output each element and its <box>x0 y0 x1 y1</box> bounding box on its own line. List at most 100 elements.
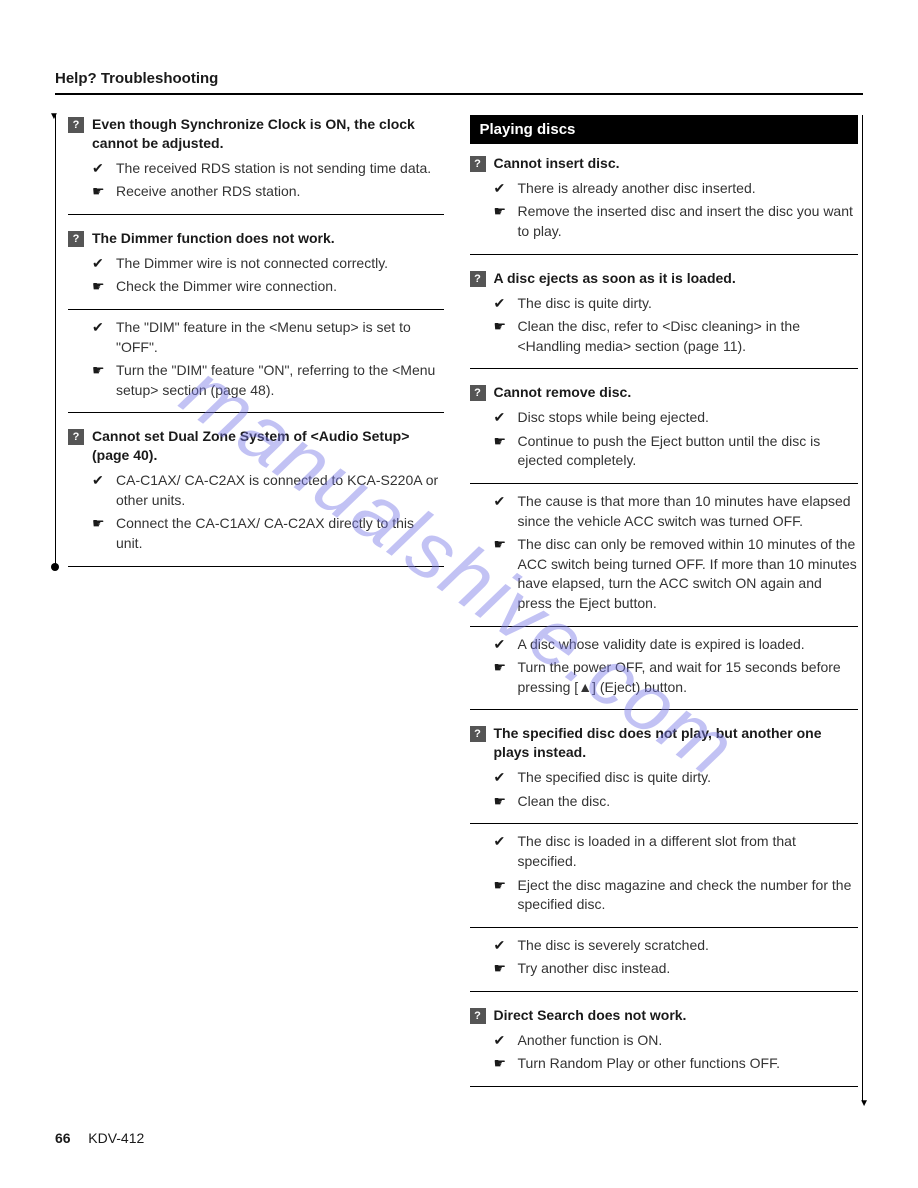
cause-text: The disc is loaded in a different slot f… <box>518 832 859 871</box>
check-icon <box>494 492 510 512</box>
check-icon <box>494 179 510 199</box>
page-header: Help? Troubleshooting <box>55 70 863 95</box>
cause-fix-group: The cause is that more than 10 minutes h… <box>470 492 859 627</box>
cause-text: The specified disc is quite dirty. <box>518 768 859 788</box>
fix-row: Try another disc instead. <box>470 959 859 979</box>
fix-row: Eject the disc magazine and check the nu… <box>470 876 859 915</box>
fix-row: The disc can only be removed within 10 m… <box>470 535 859 613</box>
issue-title-row: ? Cannot remove disc. <box>470 383 859 402</box>
issue-title-row: ? Cannot set Dual Zone System of <Audio S… <box>68 427 444 465</box>
hand-icon <box>494 535 510 555</box>
footer-sep <box>74 1130 78 1146</box>
question-icon: ? <box>470 156 486 172</box>
page-footer: 66 KDV-412 <box>55 1130 144 1146</box>
troubleshoot-issue: ? Cannot insert disc. There is already ano… <box>470 154 859 255</box>
question-icon: ? <box>68 429 84 445</box>
fix-row: Clean the disc. <box>470 792 859 812</box>
troubleshoot-issue: ?The specified disc does not play, but a… <box>470 724 859 992</box>
issue-title-row: ? Even though Synchronize Clock is ON, th… <box>68 115 444 153</box>
issue-title-row: ?A disc ejects as soon as it is loaded. <box>470 269 859 288</box>
hand-icon <box>494 202 510 222</box>
question-icon: ? <box>470 1008 486 1024</box>
cause-row: The disc is severely scratched. <box>470 936 859 956</box>
fix-text: Turn the "DIM" feature "ON", referring t… <box>116 361 444 400</box>
cause-row: The disc is quite dirty. <box>470 294 859 314</box>
check-icon <box>92 159 108 179</box>
question-icon: ? <box>470 385 486 401</box>
issue-title: The Dimmer function does not work. <box>92 229 335 248</box>
cause-fix-group: The Dimmer wire is not connected correct… <box>68 254 444 310</box>
left-column: ? Even though Synchronize Clock is ON, th… <box>55 115 444 1101</box>
fix-text: Clean the disc, refer to <Disc cleaning>… <box>518 317 859 356</box>
hand-icon <box>494 658 510 678</box>
issue-title: Cannot set Dual Zone System of <Audio Se… <box>92 427 444 465</box>
check-icon <box>494 408 510 428</box>
issue-title-row: ? Cannot insert disc. <box>470 154 859 173</box>
hand-icon <box>494 432 510 452</box>
troubleshoot-issue: ? Cannot remove disc. Disc stops while bei… <box>470 383 859 710</box>
issue-title: Cannot insert disc. <box>494 154 620 173</box>
issue-title: Even though Synchronize Clock is ON, the… <box>92 115 444 153</box>
right-column: Playing discs ?Cannot insert disc.There … <box>470 115 864 1101</box>
fix-row: Clean the disc, refer to <Disc cleaning>… <box>470 317 859 356</box>
check-icon <box>494 832 510 852</box>
cause-row: There is already another disc inserted. <box>470 179 859 199</box>
fix-text: Receive another RDS station. <box>116 182 444 202</box>
fix-text: Remove the inserted disc and insert the … <box>518 202 859 241</box>
fix-text: Check the Dimmer wire connection. <box>116 277 444 297</box>
check-icon <box>92 471 108 491</box>
columns-container: ? Even though Synchronize Clock is ON, th… <box>55 115 863 1101</box>
fix-text: Try another disc instead. <box>518 959 859 979</box>
troubleshoot-issue: ? Direct Search does not work. Another fun… <box>470 1006 859 1087</box>
cause-text: The Dimmer wire is not connected correct… <box>116 254 444 274</box>
cause-text: A disc whose validity date is expired is… <box>518 635 859 655</box>
cause-fix-group: The "DIM" feature in the <Menu setup> is… <box>68 318 444 413</box>
question-icon: ? <box>68 231 84 247</box>
cause-fix-group: The disc is loaded in a different slot f… <box>470 832 859 927</box>
troubleshoot-issue: ?A disc ejects as soon as it is loaded. T… <box>470 269 859 370</box>
fix-row: Remove the inserted disc and insert the … <box>470 202 859 241</box>
troubleshoot-issue: ? Cannot set Dual Zone System of <Audio S… <box>68 427 444 566</box>
cause-fix-group: The specified disc is quite dirty. Clean … <box>470 768 859 824</box>
fix-row: Continue to push the Eject button until … <box>470 432 859 471</box>
cause-row: The cause is that more than 10 minutes h… <box>470 492 859 531</box>
hand-icon <box>494 1054 510 1074</box>
cause-text: Disc stops while being ejected. <box>518 408 859 428</box>
cause-fix-group: Another function is ON.Turn Random Play … <box>470 1031 859 1087</box>
issue-title: Cannot remove disc. <box>494 383 632 402</box>
question-icon: ? <box>68 117 84 133</box>
cause-fix-group: Disc stops while being ejected. Continue … <box>470 408 859 484</box>
hand-icon <box>92 514 108 534</box>
hand-icon <box>494 959 510 979</box>
issue-title: Direct Search does not work. <box>494 1006 687 1025</box>
fix-row: Turn the "DIM" feature "ON", referring t… <box>68 361 444 400</box>
fix-text: Turn the power OFF, and wait for 15 seco… <box>518 658 859 697</box>
cause-text: The cause is that more than 10 minutes h… <box>518 492 859 531</box>
cause-text: The disc is severely scratched. <box>518 936 859 956</box>
fix-text: Eject the disc magazine and check the nu… <box>518 876 859 915</box>
cause-row: CA-C1AX/ CA-C2AX is connected to KCA-S22… <box>68 471 444 510</box>
issue-title-row: ? The Dimmer function does not work. <box>68 229 444 248</box>
hand-icon <box>494 792 510 812</box>
troubleshoot-issue: ? The Dimmer function does not work. The D… <box>68 229 444 413</box>
cause-row: The "DIM" feature in the <Menu setup> is… <box>68 318 444 357</box>
cause-fix-group: There is already another disc inserted. R… <box>470 179 859 255</box>
cause-row: A disc whose validity date is expired is… <box>470 635 859 655</box>
check-icon <box>494 768 510 788</box>
fix-row: Receive another RDS station. <box>68 182 444 202</box>
fix-text: Continue to push the Eject button until … <box>518 432 859 471</box>
check-icon <box>494 1031 510 1051</box>
fix-text: Clean the disc. <box>518 792 859 812</box>
fix-row: Connect the CA-C1AX/ CA-C2AX directly to… <box>68 514 444 553</box>
hand-icon <box>494 317 510 337</box>
issue-title-row: ? Direct Search does not work. <box>470 1006 859 1025</box>
cause-fix-group: The disc is quite dirty. Clean the disc, … <box>470 294 859 370</box>
manual-page: Help? Troubleshooting ? Even though Synch… <box>0 0 918 1188</box>
issue-title-row: ?The specified disc does not play, but a… <box>470 724 859 762</box>
cause-fix-group: The received RDS station is not sending … <box>68 159 444 215</box>
check-icon <box>494 635 510 655</box>
model-number: KDV-412 <box>88 1130 144 1146</box>
hand-icon <box>494 876 510 896</box>
check-icon <box>494 294 510 314</box>
fix-text: Turn Random Play or other functions OFF. <box>518 1054 859 1074</box>
